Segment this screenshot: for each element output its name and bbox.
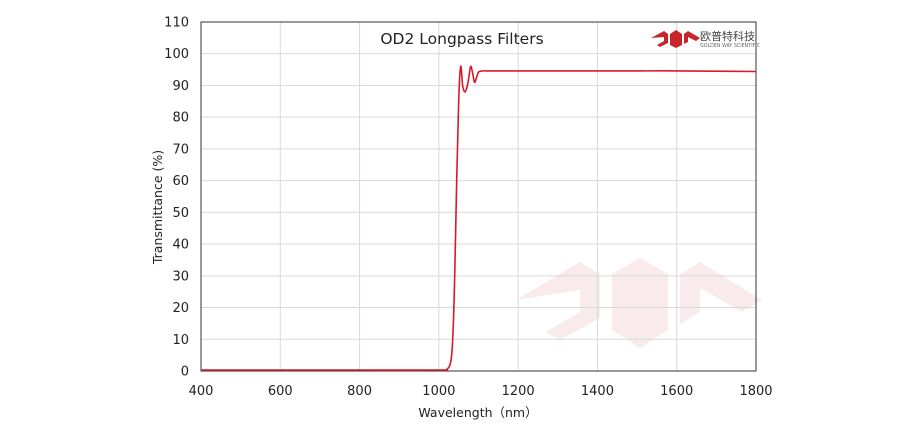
x-tick-label: 1800 [739, 384, 772, 399]
y-tick-label: 100 [164, 47, 189, 62]
x-tick-label: 1600 [660, 384, 693, 399]
x-tick-label: 800 [347, 384, 372, 399]
y-tick-label: 50 [172, 206, 189, 221]
x-tick-label: 600 [268, 384, 293, 399]
y-tick-labels: 0 10 20 30 40 50 60 70 80 90 100 110 [164, 16, 189, 380]
x-tick-label: 1000 [422, 384, 455, 399]
y-tick-label: 90 [172, 79, 189, 94]
y-tick-label: 30 [172, 269, 189, 284]
logo-english-name: GOLDEN WAY SCIENTIFIC [700, 43, 761, 49]
y-tick-label: 70 [172, 142, 189, 157]
logo-chinese-name: 欧普特科技 [700, 29, 755, 43]
y-tick-label: 40 [172, 238, 189, 253]
logo-mark-icon [651, 30, 700, 48]
y-tick-label: 110 [164, 16, 189, 31]
chart-title: OD2 Longpass Filters [380, 30, 543, 48]
y-axis-title: Transmittance (%) [150, 150, 165, 265]
x-tick-label: 400 [189, 384, 214, 399]
y-tick-label: 0 [181, 365, 189, 380]
gridlines [200, 21, 757, 372]
company-logo: 欧普特科技 GOLDEN WAY SCIENTIFIC [651, 29, 761, 49]
y-tick-label: 60 [172, 174, 189, 189]
x-tick-label: 1200 [502, 384, 535, 399]
watermark-logo [516, 258, 762, 348]
y-tick-label: 10 [172, 333, 189, 348]
x-axis-title: Wavelength（nm） [418, 405, 537, 420]
plot-area-frame [200, 21, 757, 372]
y-tick-label: 20 [172, 301, 189, 316]
x-tick-label: 1400 [581, 384, 614, 399]
transmittance-curve [200, 65, 757, 371]
y-tick-label: 80 [172, 111, 189, 126]
x-tick-labels: 400 600 800 1000 1200 1400 1600 1800 [189, 384, 773, 399]
